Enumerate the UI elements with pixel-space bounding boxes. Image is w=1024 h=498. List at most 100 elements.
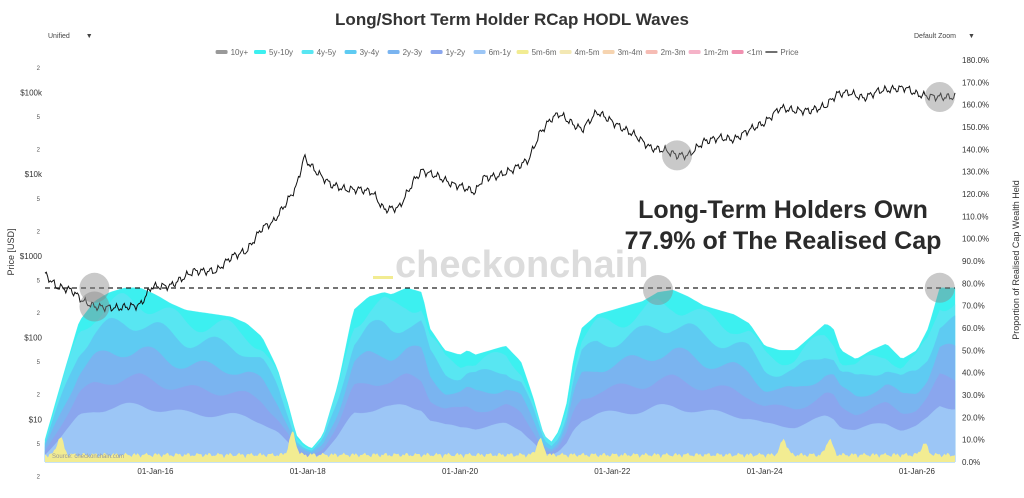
right-tick-16: 160.0% <box>962 101 989 110</box>
legend-item-3[interactable]: 3y-4y <box>344 48 380 57</box>
right-tick-14: 140.0% <box>962 145 989 154</box>
legend-item-10[interactable]: 2m-3m <box>645 48 686 57</box>
left-tick-minor-0: 2 <box>37 474 41 480</box>
legend-swatch <box>645 50 658 54</box>
legend-label: 1m-2m <box>704 48 729 57</box>
legend-label: 3m-4m <box>618 48 643 57</box>
annotation-line-2: 77.9% of The Realised Cap <box>625 227 942 255</box>
chart-legend[interactable]: 10y+ 5y-10y 4y-5y 3y-4y 2y-3y 1y-2y 6m-1y 5m-6m… <box>215 48 800 57</box>
legend-swatch <box>473 50 486 54</box>
legend-label: 2y-3y <box>403 48 423 57</box>
highlight-circles <box>79 82 955 322</box>
right-tick-13: 130.0% <box>962 168 989 177</box>
legend-item-6[interactable]: 6m-1y <box>473 48 511 57</box>
left-tick-minor-5: 5 <box>37 278 41 284</box>
left-tick-major-5: $100k <box>20 89 43 98</box>
legend-swatch <box>344 50 357 54</box>
highlight-circle-3 <box>643 275 674 306</box>
legend-label: 5y-10y <box>269 48 293 57</box>
legend-label: 3y-4y <box>360 48 380 57</box>
legend-swatch <box>215 50 228 54</box>
right-tick-6: 60.0% <box>962 324 985 333</box>
legend-swatch <box>516 50 529 54</box>
legend-item-12[interactable]: <1m <box>731 48 763 57</box>
right-tick-5: 50.0% <box>962 346 985 355</box>
left-axis-title: Price [USD] <box>6 228 16 275</box>
highlight-circle-4 <box>924 82 955 113</box>
left-tick-minor-4: 2 <box>37 311 41 317</box>
legend-item-4[interactable]: 2y-3y <box>387 48 423 57</box>
legend-swatch <box>602 50 615 54</box>
legend-swatch <box>559 50 572 54</box>
left-tick-minor-6: 2 <box>37 229 41 235</box>
legend-label: <1m <box>747 48 763 57</box>
watermark: checkonchain <box>395 244 648 286</box>
legend-swatch <box>301 50 314 54</box>
watermark-mark <box>373 276 393 279</box>
legend-item-11[interactable]: 1m-2m <box>688 48 729 57</box>
zoom-select[interactable]: Default Zoom ▼ <box>914 33 975 40</box>
left-tick-minor-7: 5 <box>37 197 41 203</box>
right-tick-7: 70.0% <box>962 302 985 311</box>
legend-label: 5m-6m <box>532 48 557 57</box>
x-tick-0: 01-Jan-16 <box>137 467 174 476</box>
x-tick-3: 01-Jan-22 <box>594 467 631 476</box>
legend-item-5[interactable]: 1y-2y <box>430 48 466 57</box>
left-tick-minor-3: 5 <box>37 360 41 366</box>
source-note: Source: checkonchain.com <box>52 454 124 460</box>
legend-item-2[interactable]: 4y-5y <box>301 48 337 57</box>
right-tick-8: 80.0% <box>962 279 985 288</box>
right-tick-17: 170.0% <box>962 78 989 87</box>
left-axis-ticks: $1 $10 $100 $1000 $10k $100k 2 5 2 5 2 5 2 5 2 5 2 <box>20 66 43 498</box>
right-tick-1: 10.0% <box>962 436 985 445</box>
legend-item-13[interactable]: Price <box>765 48 799 57</box>
zoom-value: Default Zoom <box>914 33 957 40</box>
right-tick-2: 20.0% <box>962 413 985 422</box>
right-tick-11: 110.0% <box>962 212 989 221</box>
right-tick-3: 30.0% <box>962 391 985 400</box>
series-mode-select[interactable]: Unified ▼ <box>48 33 93 40</box>
price-line <box>44 84 956 313</box>
left-tick-major-2: $100 <box>24 334 42 343</box>
legend-label: Price <box>780 48 799 57</box>
legend-label: 2m-3m <box>661 48 686 57</box>
legend-item-0[interactable]: 10y+ <box>215 48 249 57</box>
legend-item-7[interactable]: 5m-6m <box>516 48 557 57</box>
legend-label: 6m-1y <box>489 48 511 57</box>
left-tick-minor-1: 5 <box>37 442 41 448</box>
legend-item-8[interactable]: 4m-5m <box>559 48 600 57</box>
left-tick-major-1: $10 <box>29 415 43 424</box>
legend-label: 10y+ <box>231 48 249 57</box>
highlight-circle-2 <box>662 140 693 171</box>
highlight-circle-1 <box>79 272 110 303</box>
legend-swatch <box>731 50 744 54</box>
left-tick-minor-9: 5 <box>37 115 41 121</box>
left-tick-minor-8: 2 <box>37 148 41 154</box>
x-tick-1: 01-Jan-18 <box>290 467 327 476</box>
legend-label: 4m-5m <box>575 48 600 57</box>
legend-swatch <box>254 50 266 54</box>
wave-band-5 <box>44 402 956 463</box>
right-tick-12: 120.0% <box>962 190 989 199</box>
series-mode-value: Unified <box>48 33 70 40</box>
legend-item-1[interactable]: 5y-10y <box>254 48 293 57</box>
legend-swatch <box>387 50 400 54</box>
left-tick-minor-10: 2 <box>37 66 41 72</box>
legend-swatch <box>688 50 701 54</box>
right-axis-title: Proportion of Realised Cap Wealth Held <box>1011 180 1021 339</box>
hodl-waves-areas <box>44 287 956 463</box>
x-tick-4: 01-Jan-24 <box>747 467 784 476</box>
right-tick-4: 40.0% <box>962 369 985 378</box>
x-axis-ticks: 01-Jan-16 01-Jan-18 01-Jan-20 01-Jan-22 01-J… <box>137 467 935 476</box>
chart-title: Long/Short Term Holder RCap HODL Waves <box>335 10 689 29</box>
legend-item-9[interactable]: 3m-4m <box>602 48 643 57</box>
highlight-circle-0 <box>79 291 110 322</box>
chevron-down-icon: ▼ <box>967 33 975 40</box>
x-tick-5: 01-Jan-26 <box>899 467 936 476</box>
legend-label: 4y-5y <box>317 48 337 57</box>
highlight-circle-5 <box>924 272 955 303</box>
chevron-down-icon: ▼ <box>85 33 93 40</box>
left-tick-minor-2: 2 <box>37 393 41 399</box>
left-tick-major-4: $10k <box>25 170 43 179</box>
